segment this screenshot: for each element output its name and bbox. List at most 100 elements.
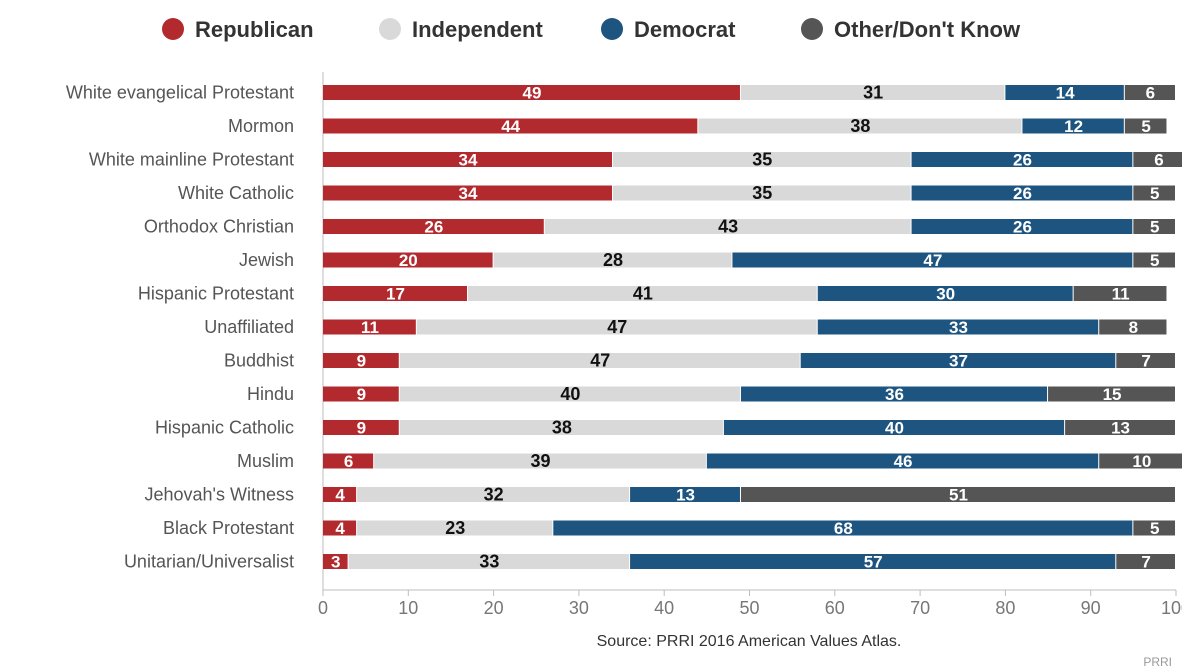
value-label-republican: 4	[335, 486, 345, 505]
legend-label-independent: Independent	[412, 17, 543, 42]
legend-swatch-republican	[162, 18, 184, 40]
bar-segment-democrat	[911, 185, 1133, 201]
value-label-other-don-t-know: 8	[1129, 318, 1138, 337]
value-label-republican: 9	[357, 352, 366, 371]
bar-segment-other-don-t-know	[1099, 319, 1167, 335]
value-label-other-don-t-know: 15	[1103, 385, 1122, 404]
value-label-independent: 28	[603, 250, 623, 270]
credit-mark: PRRI	[1143, 655, 1172, 669]
category-label: Black Protestant	[163, 518, 294, 538]
category-label: White evangelical Protestant	[66, 83, 294, 103]
value-label-other-don-t-know: 6	[1146, 84, 1155, 103]
bar-segment-democrat	[740, 386, 1048, 402]
value-label-republican: 44	[501, 117, 520, 136]
value-label-independent: 31	[863, 83, 883, 103]
category-label: Mormon	[228, 116, 294, 136]
value-label-independent: 38	[552, 418, 572, 438]
x-tick-label: 80	[995, 598, 1015, 618]
category-label: Jehovah's Witness	[144, 485, 294, 505]
value-label-republican: 4	[335, 519, 345, 538]
value-label-other-don-t-know: 11	[1112, 285, 1130, 304]
bar-segment-other-don-t-know	[1099, 453, 1182, 469]
value-label-republican: 9	[357, 385, 366, 404]
value-label-independent: 40	[560, 384, 580, 404]
value-labels: 49 31 14 644 38 12 534 35 26 634 35 26 526 43 26 520 28 4…	[331, 83, 1164, 572]
x-axis: 0 10 20 30 40 50 60 70 80 90 100	[318, 72, 1182, 618]
bar-segment-other-don-t-know	[1116, 554, 1175, 569]
value-label-democrat: 57	[864, 553, 883, 572]
value-label-republican: 34	[459, 184, 478, 203]
category-label: Buddhist	[224, 351, 294, 371]
x-tick-label: 30	[569, 598, 589, 618]
x-tick-label: 10	[398, 598, 418, 618]
value-label-democrat: 36	[885, 385, 904, 404]
bar-segment-independent	[374, 453, 706, 469]
value-label-republican: 9	[357, 419, 366, 438]
category-label: Unitarian/Universalist	[124, 552, 294, 572]
bar-segment-other-don-t-know	[1073, 286, 1167, 301]
source-note: Source: PRRI 2016 American Values Atlas.	[597, 633, 902, 650]
value-label-democrat: 26	[1013, 151, 1032, 170]
value-label-republican: 6	[344, 452, 353, 471]
bar-segment-independent	[357, 520, 553, 536]
x-tick-label: 70	[910, 598, 930, 618]
bar-segment-other-don-t-know	[1124, 118, 1167, 134]
bar-segment-independent	[698, 118, 1022, 134]
bar-segment-independent	[613, 152, 911, 167]
bar-segment-other-don-t-know	[1048, 386, 1175, 402]
value-label-other-don-t-know: 7	[1141, 553, 1150, 572]
legend-label-democrat: Democrat	[634, 17, 736, 42]
value-label-independent: 41	[633, 284, 653, 304]
bar-segment-republican	[323, 85, 740, 100]
x-tick-label: 90	[1081, 598, 1101, 618]
x-tick-label: 20	[484, 598, 504, 618]
bar-segment-independent	[399, 420, 723, 435]
value-label-democrat: 40	[885, 419, 904, 438]
value-label-independent: 35	[752, 183, 772, 203]
bar-segment-democrat	[1005, 85, 1124, 100]
bar-segment-independent	[468, 286, 817, 301]
value-label-other-don-t-know: 5	[1150, 218, 1159, 237]
value-label-democrat: 26	[1013, 218, 1032, 237]
value-label-republican: 49	[523, 84, 542, 103]
category-label: Unaffiliated	[204, 317, 294, 337]
bar-segment-other-don-t-know	[1124, 85, 1175, 100]
bar-segment-republican	[323, 554, 348, 569]
value-label-republican: 26	[424, 218, 443, 237]
bar-segment-democrat	[553, 520, 1133, 536]
value-label-republican: 11	[361, 318, 379, 337]
legend-swatch-independent	[379, 18, 401, 40]
legend: Republican Independent Democrat Other/Don't…	[162, 17, 1021, 42]
bar-segment-republican	[323, 252, 493, 268]
value-label-independent: 23	[445, 518, 465, 538]
bar-segment-independent	[399, 353, 800, 368]
bar-segment-republican	[323, 520, 357, 536]
value-label-democrat: 14	[1056, 84, 1075, 103]
bar-segment-republican	[323, 152, 613, 167]
bar-segment-other-don-t-know	[1133, 185, 1175, 201]
value-label-independent: 38	[850, 116, 870, 136]
bar-segment-republican	[323, 185, 613, 201]
value-label-independent: 35	[752, 150, 772, 170]
category-labels: White evangelical Protestant Mormon White …	[66, 83, 294, 572]
value-label-independent: 43	[718, 217, 738, 237]
bar-segment-republican	[323, 420, 399, 435]
bar-segment-republican	[323, 219, 544, 234]
bar-segment-republican	[323, 386, 399, 402]
bar-segment-other-don-t-know	[1065, 420, 1175, 435]
bar-segment-independent	[416, 319, 817, 335]
value-label-democrat: 30	[936, 285, 955, 304]
bar-segment-independent	[357, 487, 630, 502]
value-label-other-don-t-know: 5	[1150, 184, 1159, 203]
bar-segment-other-don-t-know	[1133, 252, 1175, 268]
bar-segment-republican	[323, 319, 416, 335]
value-label-other-don-t-know: 5	[1150, 251, 1159, 270]
x-tick-label: 40	[654, 598, 674, 618]
bar-segment-republican	[323, 118, 698, 134]
bar-segment-other-don-t-know	[1133, 520, 1175, 536]
category-label: Hispanic Protestant	[138, 284, 294, 304]
x-tick-label: 100	[1161, 598, 1182, 618]
bar-segment-republican	[323, 353, 399, 368]
bar-segment-democrat	[817, 319, 1099, 335]
